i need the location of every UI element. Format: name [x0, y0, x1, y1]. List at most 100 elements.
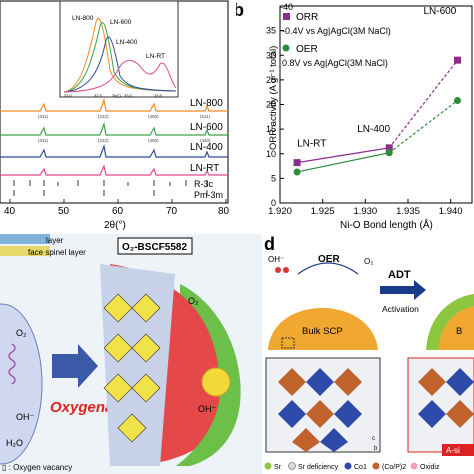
legend-orr-label: ORR [296, 12, 318, 23]
x-tick-label: 1.930 [353, 206, 377, 217]
peak-label: (311) [38, 138, 49, 143]
series-label-ln600: LN-600 [190, 122, 223, 133]
y-tick-label: 35 [266, 26, 276, 36]
ref-label-r3c: R-3c [194, 179, 214, 189]
zoom-box [281, 337, 295, 349]
o2-right-label: O₂ [188, 296, 199, 306]
lattice-octahedra [103, 293, 161, 443]
trace-ln800 [0, 97, 228, 112]
inset-tick: 33.0 [124, 93, 133, 98]
crystal-octahedra-left [278, 368, 362, 452]
panel-c-schematic: layer face spinel layer O₂ OH⁻ H₂O Oxyge… [0, 234, 262, 474]
x-tick: 40 [4, 206, 16, 217]
legend-oer-marker [282, 44, 290, 52]
label-layer: layer [46, 236, 64, 245]
peak-label: (311) [38, 114, 49, 119]
bulk-scp-particle [268, 308, 378, 350]
ref-label-pm3m: Pm-3m [194, 190, 223, 200]
legend-oxid: Oxidiz [420, 464, 440, 471]
y-top-label: -40 [280, 2, 293, 12]
activation-label: Activation [382, 304, 419, 314]
legend-cop2: (Co/P)2 [382, 464, 406, 471]
legend-oer-condition: 0.8V vs Ag|AgCl(3M NaCl) [282, 58, 388, 68]
peak-label: (400) [148, 138, 159, 143]
oxygenation-scheme: layer face spinel layer O₂ OH⁻ H₂O Oxyge… [0, 234, 262, 474]
a-site-tag [442, 444, 474, 456]
data-point-orr [453, 56, 461, 64]
bulk-right-label: B [456, 326, 462, 337]
activated-particle-core [438, 306, 474, 350]
y-tick-label: 10 [266, 149, 276, 159]
axis-c-label: c [372, 436, 375, 442]
data-point-oer [293, 168, 301, 176]
x-axis-label: 2θ(°) [104, 220, 126, 231]
panel-letter-d: d [264, 234, 275, 254]
xrd-plot: LN-800 LN-600 LN-400 LN-RT 32.0 32.5 33.… [0, 0, 230, 231]
data-point-oer [385, 149, 393, 157]
ref-sticks-pm3m [13, 190, 208, 196]
left-coil [8, 343, 16, 385]
inset-label-800: LN-800 [72, 15, 94, 22]
legend-sr-icon [264, 462, 272, 470]
inset-xlabel: 2θ(°) [112, 93, 121, 98]
legend-oxid-icon [410, 462, 418, 470]
inset-tick: 32.0 [64, 93, 73, 98]
peak-label: (222) [98, 138, 109, 143]
inset-curve-400 [63, 36, 177, 93]
series-line-dashed-orr [388, 59, 458, 149]
h2o-label: H₂O [6, 438, 23, 448]
inset-tick: 32.5 [94, 93, 103, 98]
inset-label-600: LN-600 [110, 19, 132, 26]
y-tick-label: 20 [266, 100, 276, 110]
x-tick-label: 1.920 [268, 206, 292, 217]
series-line-dashed-oer [388, 100, 458, 154]
series-label-lnrt: LN-RT [190, 163, 219, 174]
legend-orr-condition: -0.4V vs Ag|AgCl(3M NaCl) [282, 26, 391, 36]
x-tick: 50 [58, 206, 70, 217]
peak-label: (222) [98, 114, 109, 119]
adt-label: ADT [388, 269, 411, 281]
process-arrow [52, 344, 98, 388]
legend-co1: Co1 [354, 464, 367, 471]
inset-curve-600 [63, 22, 177, 93]
legend-sr-def-icon [288, 462, 296, 470]
peak-label: (511) [200, 114, 211, 119]
o2-left-label: O₂ [16, 328, 27, 338]
y-axis-label: ORR activity (A g⁻¹ total) [268, 46, 279, 150]
series-line-oer [296, 152, 390, 173]
series-label-ln400: LN-400 [190, 142, 223, 153]
legend-co1-icon [344, 462, 352, 470]
layer-swatch [0, 234, 50, 244]
x-tick-label: 1.925 [311, 206, 335, 217]
adt-arrow [380, 280, 426, 300]
title-box-label: O₂-BSCF5582 [122, 242, 187, 253]
left-particle [0, 303, 43, 465]
oh-label: OH⁻ [268, 255, 284, 264]
particle-green-shell [176, 284, 241, 466]
panel-d-schematic: d OH⁻ OER O₂ Bulk SCP ADT Activation B c… [262, 234, 474, 474]
y-tick-label: 0 [271, 198, 276, 208]
panel-b-orr-chart: b ORR activity (A g⁻¹ total) Ni-O Bond l… [236, 0, 474, 232]
point-label: LN-400 [357, 124, 390, 135]
panel-a-xrd: LN-800 LN-600 LN-400 LN-RT 32.0 32.5 33.… [0, 0, 234, 232]
oh-molecule-icon [275, 267, 281, 273]
axis-b-label: b [374, 446, 378, 452]
oh-left-label: OH⁻ [16, 412, 35, 422]
right-star-burst [201, 367, 231, 397]
x-tick-label: 1.935 [396, 206, 420, 217]
y-tick-label: 15 [266, 124, 276, 134]
inset-curve-rt [63, 60, 177, 93]
o2-label: O₂ [364, 257, 373, 266]
spinel-swatch [0, 246, 50, 256]
inset-label-400: LN-400 [116, 39, 138, 46]
x-tick-label: 1.940 [439, 206, 463, 217]
a-site-label: A-si [446, 446, 460, 455]
ref-sticks-r3c [13, 180, 208, 186]
inset-tick: 33.5 [154, 93, 163, 98]
y-tick-label: 30 [266, 50, 276, 60]
peak-label: (440) [200, 138, 211, 143]
data-point-oer [453, 97, 461, 105]
title-box [117, 237, 193, 255]
legend-cop2-icon [372, 462, 380, 470]
trace-lnrt [0, 164, 228, 176]
